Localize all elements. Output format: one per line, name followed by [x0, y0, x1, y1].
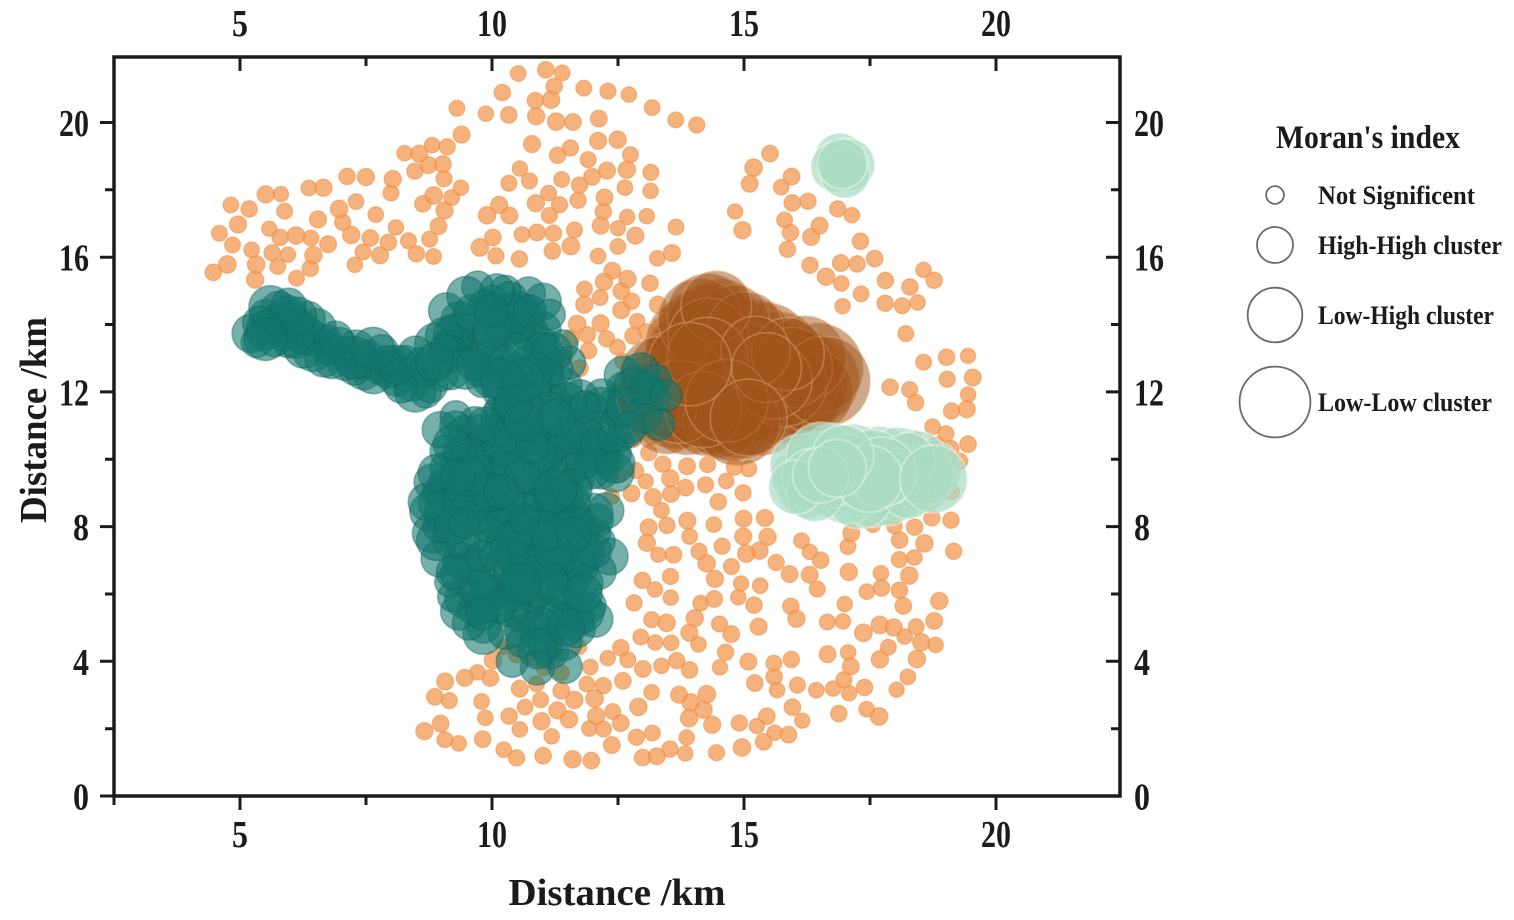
svg-text:5: 5	[232, 3, 248, 45]
svg-text:Moran's index: Moran's index	[1276, 120, 1460, 156]
svg-text:16: 16	[59, 238, 89, 280]
svg-text:20: 20	[981, 814, 1011, 856]
svg-text:20: 20	[1134, 103, 1164, 145]
svg-text:Low-Low cluster: Low-Low cluster	[1318, 388, 1492, 417]
svg-text:Not Significent: Not Significent	[1318, 181, 1475, 210]
svg-text:16: 16	[1134, 238, 1164, 280]
svg-text:4: 4	[73, 642, 89, 684]
svg-text:Low-High cluster: Low-High cluster	[1318, 301, 1494, 330]
svg-text:10: 10	[477, 814, 507, 856]
svg-text:High-High cluster: High-High cluster	[1318, 231, 1502, 260]
svg-text:15: 15	[729, 3, 759, 45]
svg-text:8: 8	[1134, 507, 1150, 549]
svg-text:15: 15	[729, 814, 759, 856]
svg-text:10: 10	[477, 3, 507, 45]
svg-text:20: 20	[59, 103, 89, 145]
svg-text:8: 8	[73, 507, 89, 549]
svg-text:20: 20	[981, 3, 1011, 45]
svg-text:4: 4	[1134, 642, 1150, 684]
svg-text:12: 12	[1134, 372, 1164, 414]
svg-text:12: 12	[59, 372, 89, 414]
svg-text:Distance /km: Distance /km	[509, 872, 726, 914]
svg-text:5: 5	[232, 814, 248, 856]
svg-text:Distance /km: Distance /km	[13, 317, 55, 523]
svg-text:0: 0	[73, 777, 89, 819]
svg-text:0: 0	[1134, 777, 1150, 819]
